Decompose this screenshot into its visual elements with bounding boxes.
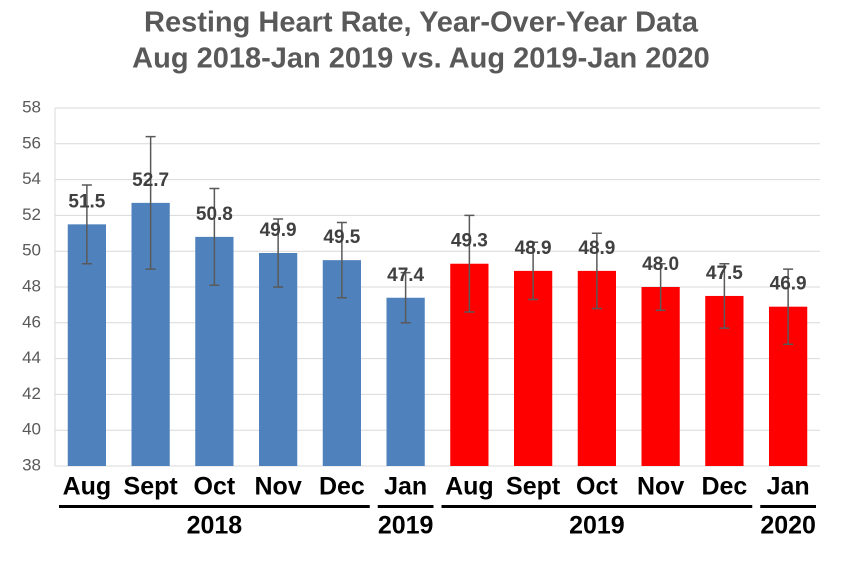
group-label: 2019	[378, 512, 434, 540]
x-tick-label: Nov	[637, 473, 684, 501]
value-label: 48.0	[642, 254, 679, 275]
y-tick-label: 58	[22, 97, 41, 116]
y-tick-label: 46	[22, 312, 41, 331]
error-bar	[655, 262, 666, 312]
bar	[259, 252, 298, 466]
value-label: 47.4	[387, 265, 424, 286]
bar	[67, 224, 106, 466]
y-tick-label: 42	[22, 384, 41, 403]
chart-title: Resting Heart Rate, Year-Over-Year Data	[144, 7, 699, 39]
error-bar	[591, 232, 602, 310]
y-tick-label: 40	[22, 420, 41, 439]
value-label: 52.7	[132, 170, 169, 191]
error-bar	[81, 184, 92, 265]
error-bar	[528, 241, 539, 301]
x-tick-label: Jan	[384, 473, 427, 501]
x-tick-label: Dec	[319, 473, 365, 501]
x-tick-label: Nov	[255, 473, 302, 501]
value-label: 49.5	[323, 227, 360, 248]
group-underline	[441, 505, 753, 508]
x-tick-label: Dec	[701, 473, 747, 501]
x-tick-label: Sept	[506, 473, 561, 501]
y-tick-label: 48	[22, 276, 41, 295]
error-bar	[145, 135, 156, 270]
group-underline	[760, 505, 816, 508]
value-label: 46.9	[770, 274, 807, 295]
value-label: 51.5	[68, 191, 105, 212]
y-tick-label: 52	[22, 205, 41, 224]
value-label: 48.9	[578, 238, 615, 259]
y-tick-label: 50	[22, 241, 41, 260]
chart-subtitle: Aug 2018-Jan 2019 vs. Aug 2019-Jan 2020	[132, 43, 710, 75]
bar	[386, 297, 425, 466]
x-tick-label: Oct	[194, 473, 236, 501]
y-tick-label: 38	[22, 455, 41, 474]
y-tick-label: 44	[22, 348, 41, 367]
x-tick-label: Oct	[576, 473, 618, 501]
x-tick-label: Jan	[767, 473, 810, 501]
error-bar	[400, 271, 411, 324]
y-tick-label: 56	[22, 133, 41, 152]
y-tick-label: 54	[22, 169, 41, 188]
group-underline	[59, 505, 370, 508]
error-bar	[336, 221, 347, 299]
group-label: 2019	[569, 512, 625, 540]
error-bar	[464, 214, 475, 313]
group-label: 2020	[760, 512, 816, 540]
bar	[514, 270, 553, 466]
value-label: 49.3	[451, 231, 488, 252]
x-tick-label: Aug	[445, 473, 494, 501]
error-bar	[273, 218, 284, 288]
value-label: 50.8	[196, 204, 233, 225]
x-tick-label: Sept	[124, 473, 179, 501]
value-label: 47.5	[706, 263, 743, 284]
bar	[641, 287, 680, 466]
error-bar	[719, 262, 730, 329]
error-bar	[783, 268, 794, 346]
group-underline	[377, 505, 434, 508]
x-tick-label: Aug	[63, 473, 112, 501]
value-label: 49.9	[260, 220, 297, 241]
group-label: 2018	[187, 512, 243, 540]
error-bar	[209, 187, 220, 286]
value-label: 48.9	[515, 238, 552, 259]
